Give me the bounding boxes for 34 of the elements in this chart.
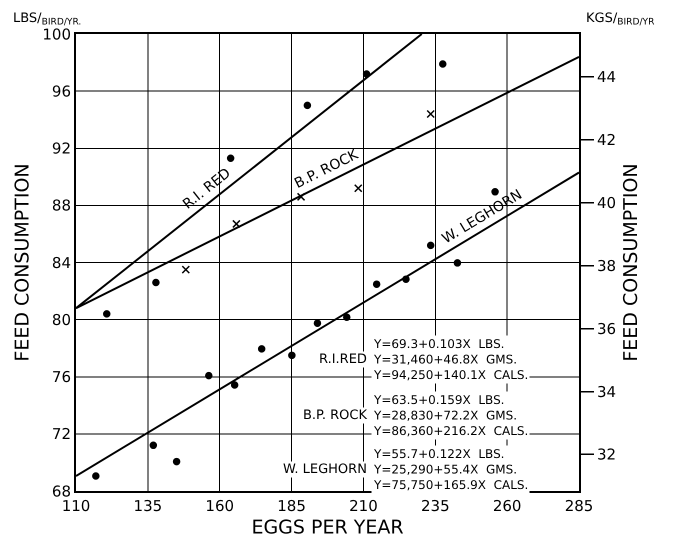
x-axis-title: EGGS PER YEAR — [251, 516, 404, 538]
x-tick-label: 135 — [134, 497, 162, 515]
x-tick-label: 260 — [492, 497, 522, 515]
x-tick-label: 160 — [205, 497, 234, 515]
y-tick-label: 84 — [52, 254, 71, 272]
text: R.I. RED — [180, 165, 234, 213]
x-tick-label: 235 — [420, 497, 450, 515]
y-tick-label: 80 — [52, 310, 71, 329]
y2-tick-label: 32 — [597, 446, 616, 464]
y-tick-label: 88 — [52, 196, 71, 215]
y2-tick-label: 44 — [597, 68, 616, 86]
y2-tick-label: 42 — [597, 131, 616, 149]
y-tick-label: 72 — [52, 425, 71, 444]
x-tick-label: 285 — [564, 497, 594, 515]
y2-axis-title: FEED CONSUMPTION — [620, 163, 642, 362]
annotation: W. LEGHORN — [283, 462, 367, 477]
y2-tick-label: 38 — [597, 256, 616, 275]
y2-tick-label: 40 — [597, 194, 616, 212]
x-tick-label: 210 — [349, 497, 378, 515]
y-tick-label: 92 — [52, 140, 71, 158]
annotation: Y=55.7+0.122X LBS. Y=25,290+55.4X GMS. Y=75,750+165.9X CALS. — [373, 447, 528, 492]
y-tick-label: 96 — [52, 82, 71, 100]
annotation: B.P. ROCK — [303, 408, 368, 423]
annotation: Y=63.5+0.159X LBS. Y=28,830+72.2X GMS. Y=86,360+216.2X CALS. — [373, 393, 528, 438]
text: KGS/$_{BIRD/YR}$ — [586, 11, 656, 28]
y-tick-label: 76 — [52, 368, 71, 386]
y-axis-title: FEED CONSUMPTION — [12, 163, 34, 362]
x-tick-label: 185 — [277, 497, 306, 515]
y2-tick-label: 34 — [597, 382, 616, 401]
annotation: Y=69.3+0.103X LBS. Y=31,460+46.8X GMS. Y=94,250+140.1X CALS. — [373, 337, 528, 382]
y2-tick-label: 36 — [597, 320, 616, 338]
y-tick-label: 100 — [42, 25, 71, 44]
annotation: R.I.RED — [319, 352, 367, 367]
text: LBS/$_{BIRD/YR.}$ — [13, 11, 82, 28]
